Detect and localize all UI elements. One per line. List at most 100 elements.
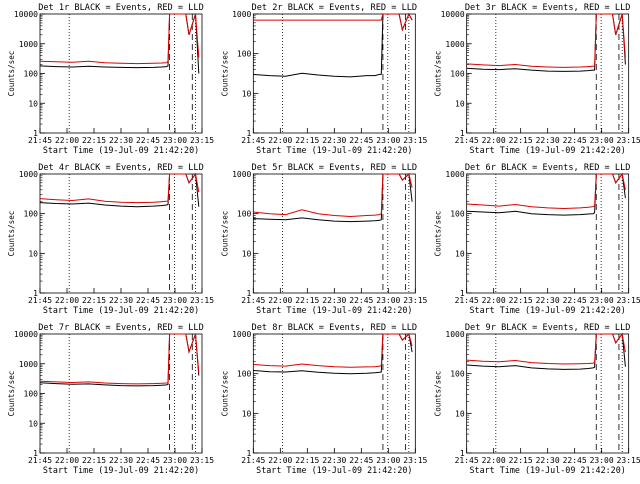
x-tick-label: 23:00 [163, 456, 187, 465]
lld-series-line [466, 172, 626, 210]
x-tick-label: 22:30 [322, 456, 346, 465]
y-tick-label: 1000 [445, 330, 464, 339]
panel-title: Det 7r BLACK = Events, RED = LLD [38, 323, 204, 333]
plot-frame [466, 173, 630, 294]
y-tick-label: 1000 [232, 10, 251, 19]
y-tick-label: 1000 [19, 360, 38, 369]
y-tick-label: 1000 [445, 170, 464, 179]
x-tick-label: 22:30 [322, 296, 346, 305]
x-tick-label: 22:00 [482, 136, 506, 145]
x-tick-label: 23:15 [190, 136, 214, 145]
y-tick-label: 10 [28, 249, 38, 258]
x-tick-label: 22:45 [136, 136, 160, 145]
x-tick-label: 23:15 [617, 456, 640, 465]
x-tick-label: 23:00 [590, 456, 614, 465]
y-tick-label: 10 [242, 89, 252, 98]
x-axis-label: Start Time (19-Jul-09 21:42:20) [43, 305, 199, 315]
lld-series-line [253, 333, 413, 368]
y-tick-label: 10 [28, 99, 38, 108]
x-tick-label: 23:15 [403, 296, 427, 305]
panel-title: Det 8r BLACK = Events, RED = LLD [252, 323, 418, 333]
y-tick-label: 1 [33, 129, 38, 138]
y-tick-label: 100 [237, 210, 252, 219]
y-tick-label: 100 [450, 370, 465, 379]
plot-frame [466, 13, 630, 134]
y-tick-label: 10 [455, 249, 465, 258]
events-series-line [466, 13, 626, 72]
x-tick-label: 22:00 [268, 136, 292, 145]
x-tick-label: 22:45 [349, 136, 373, 145]
y-axis-label: Counts/sec [7, 211, 16, 257]
x-tick-label: 22:30 [322, 136, 346, 145]
x-tick-label: 23:00 [590, 136, 614, 145]
y-tick-label: 100 [237, 50, 252, 59]
x-tick-label: 23:00 [163, 136, 187, 145]
lld-series-line [466, 13, 626, 68]
y-axis-label: Counts/sec [7, 371, 16, 417]
events-series-line [466, 172, 626, 216]
y-tick-label: 1 [460, 449, 465, 458]
plot-frame [252, 333, 416, 454]
y-axis-label: Counts/sec [220, 371, 229, 417]
panel-title: Det 1r BLACK = Events, RED = LLD [38, 3, 204, 13]
x-tick-label: 22:45 [563, 136, 587, 145]
y-axis-label: Counts/sec [7, 51, 16, 97]
x-axis-label: Start Time (19-Jul-09 21:42:20) [470, 145, 626, 155]
x-tick-label: 21:45 [455, 456, 479, 465]
y-axis-label: Counts/sec [434, 211, 443, 257]
x-tick-label: 22:15 [295, 456, 319, 465]
y-tick-label: 10 [455, 409, 465, 418]
events-series-line [253, 12, 413, 78]
y-tick-label: 100 [24, 390, 39, 399]
panel-title: Det 6r BLACK = Events, RED = LLD [465, 163, 631, 173]
detector-panel-8: Det 8r BLACK = Events, RED = LLD 1 10 100 10… [220, 323, 427, 475]
x-tick-label: 22:00 [482, 296, 506, 305]
lld-series-line [39, 333, 200, 385]
x-tick-label: 22:45 [136, 456, 160, 465]
y-axis-label: Counts/sec [434, 371, 443, 417]
y-tick-label: 100 [24, 210, 39, 219]
x-tick-label: 22:00 [55, 136, 79, 145]
x-tick-label: 22:15 [82, 136, 106, 145]
y-tick-label: 1 [33, 289, 38, 298]
events-series-line [466, 332, 626, 370]
x-tick-label: 22:15 [82, 296, 106, 305]
y-tick-label: 100 [24, 70, 39, 79]
x-tick-label: 23:00 [590, 296, 614, 305]
y-tick-label: 10000 [441, 10, 465, 19]
y-tick-label: 1 [460, 289, 465, 298]
x-tick-label: 22:00 [482, 456, 506, 465]
x-tick-label: 22:15 [82, 456, 106, 465]
x-axis-label: Start Time (19-Jul-09 21:42:20) [256, 145, 412, 155]
x-tick-label: 23:15 [190, 456, 214, 465]
x-tick-label: 22:15 [509, 456, 533, 465]
lld-series-line [39, 172, 200, 204]
detector-panel-5: Det 5r BLACK = Events, RED = LLD 1 10 100 10… [220, 163, 427, 315]
y-tick-label: 1000 [232, 170, 251, 179]
x-tick-label: 21:45 [455, 136, 479, 145]
x-tick-label: 22:00 [55, 296, 79, 305]
y-tick-label: 1 [247, 129, 252, 138]
x-tick-label: 22:30 [536, 456, 560, 465]
detector-panel-3: Det 3r BLACK = Events, RED = LLD 1 10 100 10… [434, 3, 640, 155]
x-tick-label: 22:30 [109, 296, 133, 305]
x-tick-label: 23:15 [617, 296, 640, 305]
x-tick-label: 22:00 [268, 296, 292, 305]
plot-frame [252, 13, 416, 134]
x-tick-label: 23:00 [376, 456, 400, 465]
x-tick-label: 22:15 [509, 136, 533, 145]
x-tick-label: 23:15 [617, 136, 640, 145]
y-tick-label: 10 [455, 99, 465, 108]
x-tick-label: 22:00 [55, 456, 79, 465]
panel-title: Det 2r BLACK = Events, RED = LLD [252, 3, 418, 13]
x-tick-label: 21:45 [455, 296, 479, 305]
x-tick-label: 21:45 [241, 296, 265, 305]
x-tick-label: 22:30 [109, 456, 133, 465]
y-tick-label: 1000 [19, 170, 38, 179]
panel-title: Det 4r BLACK = Events, RED = LLD [38, 163, 204, 173]
x-tick-label: 23:00 [376, 136, 400, 145]
x-tick-label: 22:00 [268, 456, 292, 465]
detector-panel-4: Det 4r BLACK = Events, RED = LLD 1 10 100 10… [7, 163, 214, 315]
x-axis-label: Start Time (19-Jul-09 21:42:20) [470, 305, 626, 315]
